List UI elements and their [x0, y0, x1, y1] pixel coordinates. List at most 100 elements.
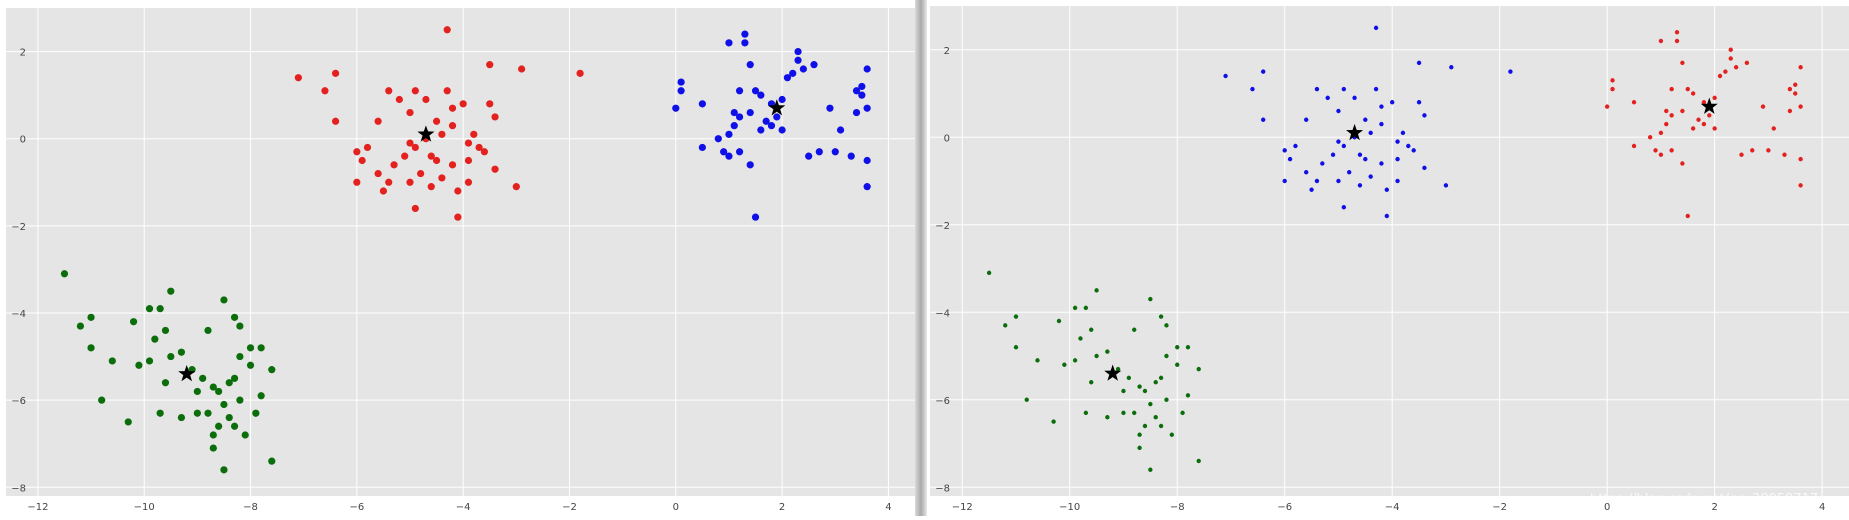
green-data-point [1072, 305, 1078, 311]
red-data-point [491, 113, 499, 121]
blue-data-point [1336, 139, 1341, 144]
green-data-point [1185, 345, 1191, 350]
centroid-star-marker [1700, 97, 1718, 114]
blue-data-point [746, 108, 754, 117]
red-data-point [1798, 65, 1803, 70]
x-tick-label: −4 [456, 502, 471, 513]
blue-data-point [1379, 121, 1384, 127]
red-data-point [374, 117, 382, 125]
red-data-point [406, 108, 414, 117]
red-data-point [1717, 73, 1723, 79]
green-data-point [215, 422, 223, 430]
green-data-point [108, 357, 116, 365]
blue-data-point [714, 135, 722, 143]
green-data-point [252, 409, 260, 417]
red-data-point [448, 104, 457, 112]
red-data-point [1787, 86, 1793, 92]
green-data-point [1196, 458, 1201, 464]
y-tick-label: 2 [20, 48, 26, 59]
red-data-point [321, 87, 329, 95]
red-data-point [1707, 113, 1712, 118]
centroid-star-marker [768, 99, 786, 116]
green-data-point [257, 344, 265, 352]
blue-data-point [858, 91, 866, 99]
y-tick-label: −4 [935, 308, 950, 319]
red-data-point [1680, 108, 1685, 114]
red-data-point [576, 69, 584, 77]
blue-data-point [783, 74, 792, 82]
blue-data-point [847, 152, 855, 160]
x-tick-label: −4 [1385, 502, 1400, 513]
green-data-point [246, 361, 255, 369]
blue-data-point [1287, 156, 1293, 162]
blue-data-point [1282, 148, 1287, 153]
blue-data-point [831, 148, 839, 156]
green-data-point [1056, 318, 1062, 324]
red-data-point [1712, 95, 1717, 101]
green-data-point [1180, 410, 1185, 416]
green-data-point [1137, 432, 1142, 437]
blue-data-point [1314, 86, 1320, 92]
blue-data-point [1346, 170, 1352, 175]
red-data-point [486, 61, 494, 69]
red-data-point [401, 152, 409, 160]
red-data-point [1750, 148, 1755, 153]
green-data-point [98, 396, 106, 404]
green-data-point [1035, 358, 1040, 363]
blue-data-point [1368, 130, 1373, 136]
red-data-point [1728, 56, 1733, 61]
blue-data-point [794, 56, 802, 64]
green-data-point [220, 466, 228, 474]
green-data-point [1126, 375, 1132, 381]
blue-data-point [1379, 104, 1384, 109]
green-data-point [1121, 410, 1126, 416]
red-data-point [464, 178, 473, 186]
centroid-star-marker [178, 365, 196, 382]
red-data-point [1680, 60, 1685, 66]
blue-data-point [1384, 187, 1390, 192]
blue-data-point [757, 126, 765, 134]
x-tick-label: −8 [243, 502, 258, 513]
red-data-point [448, 161, 457, 169]
blue-data-point [1293, 143, 1298, 149]
green-data-point [177, 348, 186, 356]
red-data-point [395, 95, 403, 104]
green-data-point [1175, 345, 1180, 350]
blue-data-point [1341, 205, 1347, 210]
green-data-point [209, 383, 217, 391]
blue-data-point [1341, 86, 1347, 92]
red-data-point [464, 139, 473, 147]
green-data-point [220, 296, 228, 304]
green-data-point [1089, 380, 1094, 385]
red-data-point [1690, 126, 1696, 131]
blue-data-point [730, 108, 738, 117]
red-data-point [406, 178, 414, 186]
green-data-point [1083, 305, 1089, 311]
red-data-point [470, 130, 478, 138]
green-data-point [1137, 445, 1142, 451]
blue-data-point [1309, 187, 1314, 192]
blue-data-point [746, 161, 754, 169]
blue-data-point [1373, 86, 1379, 92]
green-data-point [241, 431, 249, 439]
red-data-point [1674, 30, 1680, 35]
blue-data-point [1384, 213, 1390, 219]
red-data-point [1647, 135, 1653, 140]
green-data-point [1132, 327, 1137, 332]
green-data-point [986, 270, 992, 276]
centroid-star-marker [1346, 123, 1364, 141]
red-data-point [486, 100, 494, 108]
x-tick-label: −10 [134, 502, 155, 513]
red-data-point [1680, 161, 1685, 166]
blue-data-point [1352, 95, 1357, 101]
red-data-point [1744, 60, 1750, 66]
green-data-point [236, 322, 244, 330]
blue-data-point [720, 148, 728, 156]
red-data-point [374, 169, 382, 178]
red-data-point [1631, 143, 1637, 149]
blue-data-point [725, 130, 733, 138]
blue-data-point [1406, 143, 1411, 149]
green-data-point [220, 400, 228, 409]
red-data-point [438, 174, 446, 182]
watermark-text: https://blog.csdn.net/qq_38059717 [1590, 492, 1819, 507]
